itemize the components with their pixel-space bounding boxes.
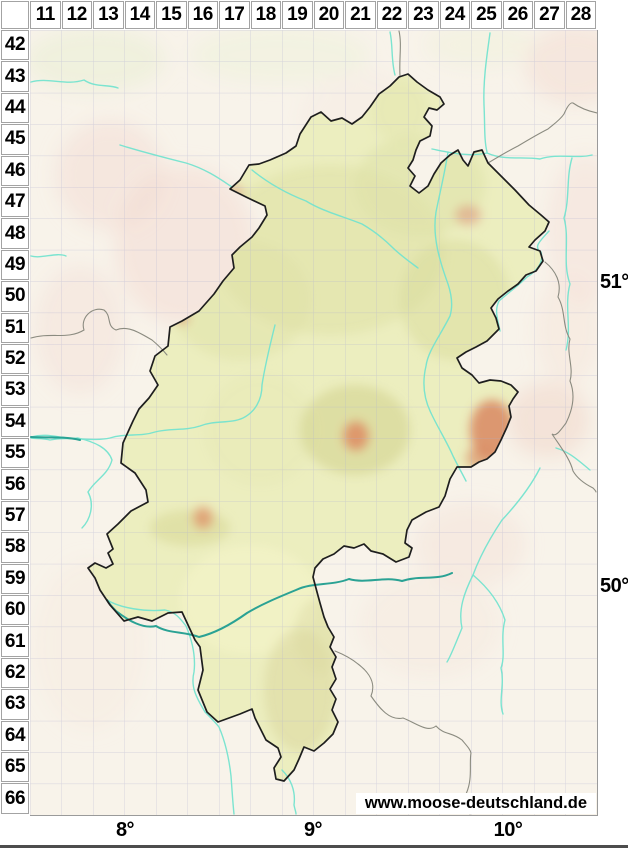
- column-header-cell: 24: [439, 1, 470, 29]
- column-header-cell: 28: [565, 1, 596, 29]
- column-header-cell: 26: [502, 1, 533, 29]
- column-header-row: 11 12 13 14 15 16 17 18 19 20 21 22 23 2…: [30, 0, 597, 30]
- column-header-cell: 12: [61, 1, 92, 29]
- column-header-cell: 19: [282, 1, 313, 29]
- row-header-cell: 56: [1, 469, 29, 500]
- row-header-cell: 65: [1, 751, 29, 783]
- longitude-label-9: 9°: [303, 819, 323, 841]
- row-header-cell: 46: [1, 155, 29, 186]
- topographic-map-svg[interactable]: [30, 30, 597, 815]
- column-header-cell: 27: [534, 1, 565, 29]
- column-header-cell: 20: [313, 1, 344, 29]
- column-header-cell: 17: [219, 1, 250, 29]
- latitude-label-50: 50°: [600, 575, 628, 597]
- bottom-edge-line: [0, 845, 628, 848]
- row-header-cell: 57: [1, 500, 29, 532]
- row-header-cell: 44: [1, 92, 29, 124]
- row-header-cell: 50: [1, 281, 29, 312]
- longitude-label-10: 10°: [493, 819, 523, 841]
- row-header-cell: 45: [1, 124, 29, 155]
- map-canvas[interactable]: [30, 30, 598, 816]
- row-header-cell: 43: [1, 61, 29, 92]
- row-header-cell: 42: [1, 30, 29, 61]
- row-header-column: 42 43 44 45 46 47 48 49 50 51 52 53 54 5…: [0, 30, 30, 815]
- row-header-cell: 54: [1, 406, 29, 438]
- column-header-cell: 18: [250, 1, 281, 29]
- longitude-label-8: 8°: [115, 819, 135, 841]
- column-header-cell: 13: [93, 1, 124, 29]
- row-header-cell: 58: [1, 532, 29, 563]
- row-header-cell: 64: [1, 720, 29, 751]
- watermark-label: www.moose-deutschland.de: [355, 793, 596, 814]
- row-header-cell: 47: [1, 186, 29, 218]
- grid-overlay: [30, 30, 597, 815]
- row-header-cell: 62: [1, 657, 29, 689]
- row-header-cell: 61: [1, 626, 29, 657]
- column-header-cell: 23: [408, 1, 439, 29]
- row-header-cell: 60: [1, 595, 29, 626]
- row-header-cell: 49: [1, 249, 29, 281]
- foreign-border-lines: [30, 30, 597, 815]
- column-header-cell: 21: [345, 1, 376, 29]
- column-header-cell: 14: [124, 1, 155, 29]
- row-header-cell: 53: [1, 375, 29, 406]
- row-header-cell: 66: [1, 783, 29, 814]
- column-header-cell: 15: [156, 1, 187, 29]
- column-header-cell: 25: [471, 1, 502, 29]
- river-lines-dark: [30, 436, 453, 639]
- row-header-cell: 51: [1, 312, 29, 343]
- row-header-cell: 52: [1, 343, 29, 375]
- column-header-cell: 16: [187, 1, 218, 29]
- row-header-cell: 55: [1, 438, 29, 469]
- column-header-cell: 11: [30, 1, 61, 29]
- row-header-cell: 63: [1, 689, 29, 720]
- latitude-label-51: 51°: [600, 271, 628, 293]
- row-header-cell: 48: [1, 218, 29, 249]
- row-header-cell: 59: [1, 563, 29, 595]
- river-lines: [30, 31, 593, 815]
- state-boundary-outline: [87, 73, 550, 782]
- column-header-cell: 22: [376, 1, 407, 29]
- corner-cell: [0, 0, 30, 30]
